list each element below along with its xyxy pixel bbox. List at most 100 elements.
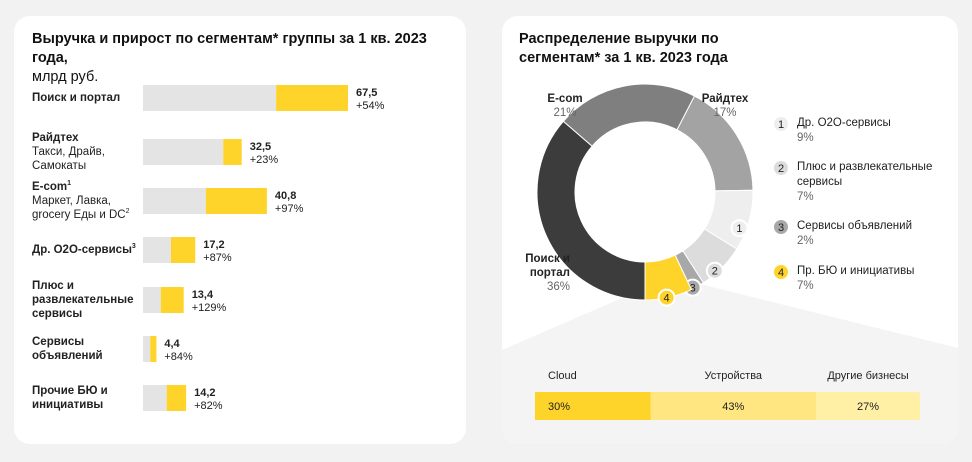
badge-label: 2	[712, 266, 718, 278]
legend-entry: Др. O2O-сервисы 9%	[797, 116, 937, 146]
segment-name: E-com	[547, 93, 583, 105]
category-name-text: Плюс и развлекательные сервисы	[32, 280, 134, 320]
segment-label: Райдтех 17%	[700, 92, 750, 120]
category-detail: Такси, Драйв, Самокаты	[32, 146, 105, 172]
growth-label: +82%	[194, 400, 223, 412]
legend-entry: Плюс и развлекательные сервисы 7%	[797, 160, 937, 205]
legend-entry: Сервисы объявлений 2%	[797, 219, 937, 249]
category-name: E-com1	[32, 180, 140, 194]
category-name-text: E-com	[32, 181, 68, 193]
bar-base	[143, 139, 224, 165]
value-label: 14,2	[194, 387, 215, 399]
badge	[772, 115, 790, 133]
legend-entry: Пр. БЮ и инициативы 7%	[797, 264, 937, 294]
bar-base	[143, 188, 206, 214]
legend-value: 7%	[797, 280, 814, 292]
bar-growth	[205, 188, 267, 214]
badge	[772, 263, 790, 281]
category-name: Сервисы объявлений	[32, 335, 140, 363]
bar-growth	[160, 287, 184, 313]
legend-value: 7%	[797, 191, 814, 203]
segment-value: 21%	[553, 107, 577, 119]
badge-label: 4	[778, 267, 784, 279]
category-label: Сервисы объявлений	[32, 335, 140, 363]
footnote-mark: 2	[125, 208, 130, 216]
badge	[772, 218, 790, 236]
category-detail-text: Такси, Драйв, Самокаты	[32, 146, 105, 172]
segment-value: 17%	[713, 107, 737, 119]
stack-segment	[816, 392, 920, 420]
growth-label: +23%	[250, 154, 279, 166]
badge-label: 3	[778, 222, 784, 234]
category-label: E-com1 Маркет, Лавка, grocery Еды и DC2	[32, 180, 140, 222]
legend-name: Сервисы объявлений	[797, 220, 913, 232]
value-label: 17,2	[203, 239, 224, 251]
bar-growth	[150, 336, 157, 362]
value-label: 32,5	[250, 141, 271, 153]
stack-segment	[535, 392, 651, 420]
segment-label: Другие бизнесы	[827, 370, 908, 382]
legend-value: 9%	[797, 132, 814, 144]
bar-growth	[276, 85, 348, 111]
bar-growth	[170, 237, 196, 263]
value-label: 67,5	[356, 87, 377, 99]
segment-value: 36%	[546, 281, 570, 293]
segment-label: Устройства	[705, 370, 763, 382]
bar-base	[143, 237, 171, 263]
segment-label: Cloud	[548, 370, 577, 382]
legend-value: 2%	[797, 235, 814, 247]
chart-subtitle: млрд руб.	[32, 69, 99, 85]
category-label: Поиск и портал	[32, 91, 140, 105]
badge	[730, 219, 749, 238]
segment-label: Поиск и портал 36%	[520, 252, 570, 294]
donut-segment	[644, 254, 693, 301]
growth-label: +54%	[356, 100, 385, 112]
segment-label: E-com 21%	[540, 92, 590, 120]
bar-base	[143, 287, 161, 313]
badge-label: 4	[664, 292, 670, 304]
category-name: Поиск и портал	[32, 91, 140, 105]
value-label: 4,4	[164, 338, 180, 350]
bar-base	[143, 385, 167, 411]
category-detail-text: Маркет, Лавка, grocery Еды и DC	[32, 195, 126, 221]
footnote-mark: 3	[131, 243, 136, 251]
value-label: 40,8	[275, 190, 296, 202]
badge-label: 2	[778, 163, 784, 175]
segment-name: Райдтех	[701, 93, 749, 105]
segment-name: Поиск и портал	[525, 253, 570, 279]
bar-base	[143, 85, 277, 111]
segment-value: 30%	[548, 401, 570, 413]
category-name: Райдтех	[32, 131, 140, 145]
growth-label: +87%	[203, 252, 232, 264]
category-name-text: Райдтех	[32, 132, 79, 144]
category-name-text: Сервисы объявлений	[32, 336, 103, 362]
badge	[705, 261, 724, 280]
category-detail: Маркет, Лавка, grocery Еды и DC2	[32, 195, 130, 221]
badge-label: 1	[778, 119, 784, 131]
category-name-text: Поиск и портал	[32, 92, 121, 104]
badge-label: 3	[690, 283, 696, 295]
category-name-text: Др. O2O-сервисы	[32, 244, 132, 256]
donut-segment	[536, 120, 646, 301]
category-label: Райдтех Такси, Драйв, Самокаты	[32, 131, 140, 173]
footnote-mark: 1	[67, 180, 72, 188]
chart-title: Выручка и прирост по сегментам* группы з…	[32, 31, 427, 66]
category-name: Плюс и развлекательные сервисы	[32, 279, 140, 321]
category-name: Др. O2O-сервисы3	[32, 243, 140, 257]
segment-value: 43%	[722, 401, 744, 413]
growth-label: +84%	[164, 351, 193, 363]
category-label: Плюс и развлекательные сервисы	[32, 279, 140, 321]
legend-name: Др. O2O-сервисы	[797, 117, 891, 129]
legend-name: Плюс и развлекательные сервисы	[797, 161, 933, 188]
category-name-text: Прочие БЮ и инициативы	[32, 385, 108, 411]
value-label: 13,4	[192, 289, 214, 301]
growth-label: +129%	[192, 302, 227, 314]
bar-growth	[166, 385, 187, 411]
chart-title: Распределение выручки по сегментам* за 1…	[519, 31, 728, 66]
badge	[772, 159, 790, 177]
badge	[657, 288, 676, 307]
category-label: Др. O2O-сервисы3	[32, 243, 140, 257]
stack-segment	[650, 392, 817, 420]
